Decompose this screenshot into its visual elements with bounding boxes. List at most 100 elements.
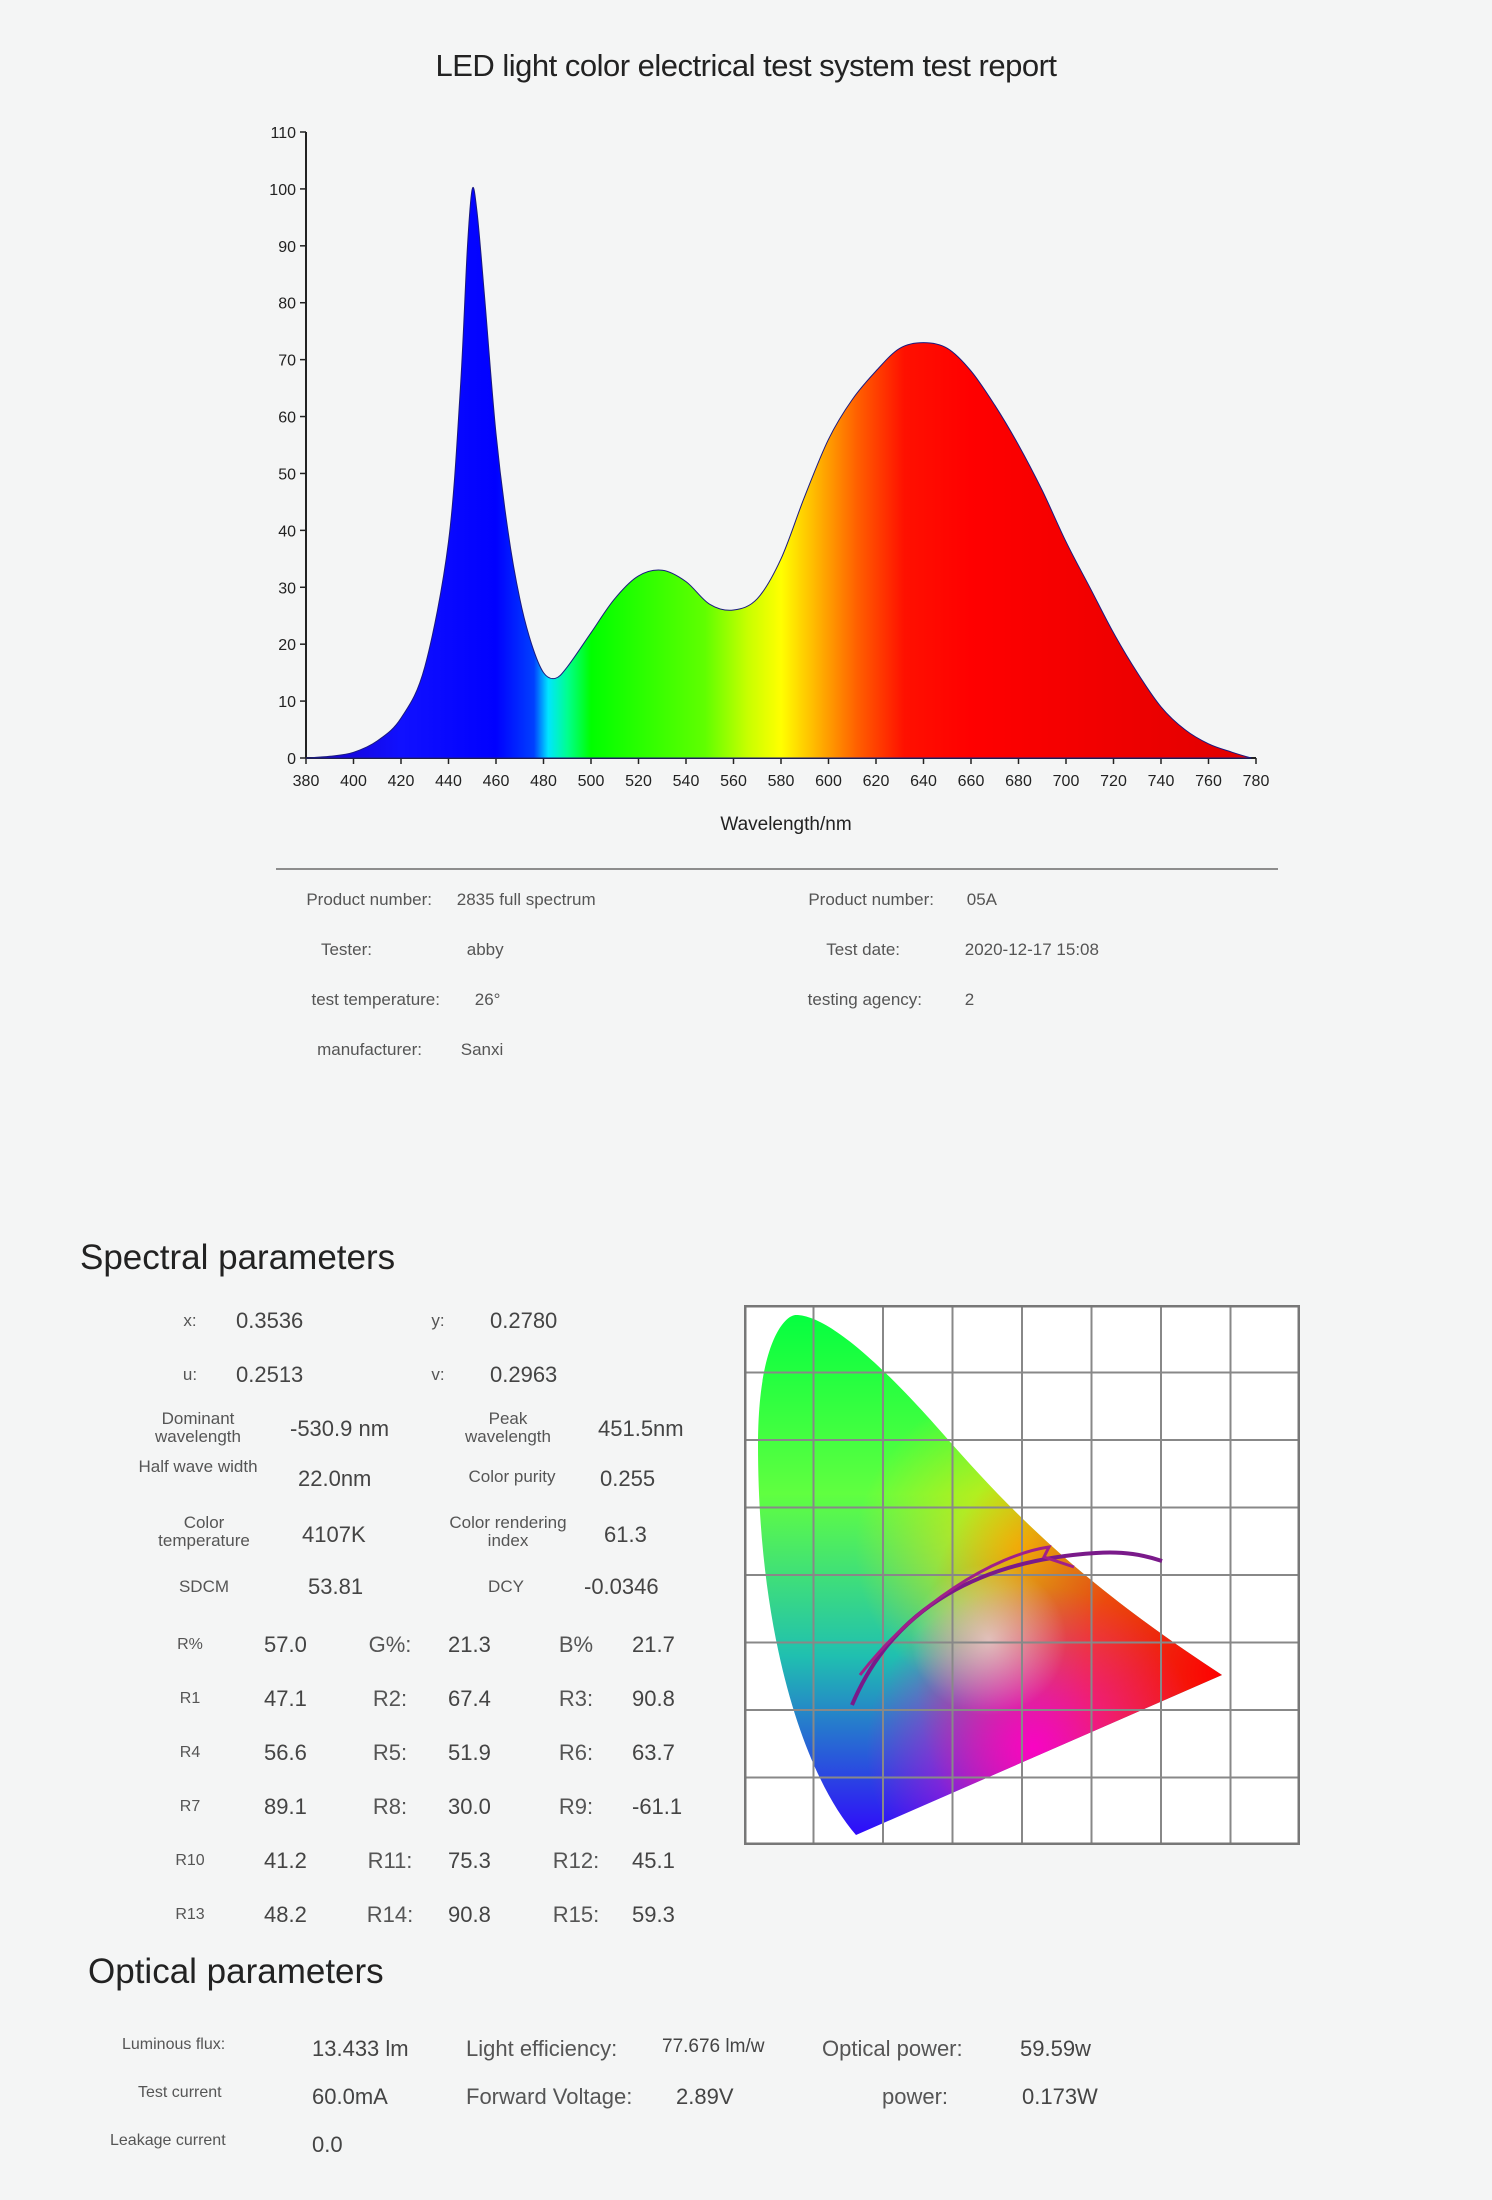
planckian-locus-line xyxy=(850,1550,1163,1706)
y-tick-label: 100 xyxy=(269,182,296,199)
r-value: 90.8 xyxy=(632,1686,675,1711)
y-tick-label: 60 xyxy=(278,410,296,427)
x-tick-label: 600 xyxy=(815,773,842,790)
spectral-label: x: xyxy=(183,1311,197,1330)
spectral-label: y: xyxy=(431,1311,445,1330)
info-label: Test date: xyxy=(826,940,900,959)
r-value-label: R12: xyxy=(552,1848,600,1873)
y-tick-label: 0 xyxy=(287,751,296,768)
r-value: 63.7 xyxy=(632,1740,675,1765)
info-test-date: Test date: 2020-12-17 15:08 xyxy=(740,940,1099,960)
info-label: test temperature: xyxy=(311,990,440,1009)
spectral-value: 0.3536 xyxy=(236,1308,304,1333)
info-test-temperature: test temperature: 26° xyxy=(280,990,500,1010)
r-value: 45.1 xyxy=(632,1848,675,1873)
optical-value: 0.0 xyxy=(312,2132,343,2157)
y-tick-label: 40 xyxy=(278,523,296,540)
spectral-label: u: xyxy=(182,1365,198,1384)
info-value: Sanxi xyxy=(460,1040,504,1059)
r-value: 90.8 xyxy=(448,1902,491,1927)
x-tick-label: 540 xyxy=(673,773,700,790)
spectral-label: SDCM xyxy=(178,1577,230,1596)
r-value-label: R9: xyxy=(558,1794,594,1819)
y-tick-label: 30 xyxy=(278,580,296,597)
x-tick-label: 420 xyxy=(388,773,415,790)
x-tick-label: 560 xyxy=(720,773,747,790)
r-value-label: R% xyxy=(177,1636,203,1653)
r-value: 48.2 xyxy=(264,1902,307,1927)
report-title: LED light color electrical test system t… xyxy=(435,48,1057,83)
y-tick-label: 10 xyxy=(278,694,296,711)
r-value: 89.1 xyxy=(264,1794,307,1819)
info-value: 2020-12-17 15:08 xyxy=(964,940,1099,959)
divider xyxy=(276,868,1278,870)
optical-parameters-title: Optical parameters xyxy=(88,1952,384,1991)
spectral-value: -530.9 nm xyxy=(290,1416,390,1441)
x-tick-label: 480 xyxy=(530,773,557,790)
optical-label: Light efficiency: xyxy=(466,2036,618,2061)
info-value: 2 xyxy=(964,990,975,1009)
x-tick-label: 400 xyxy=(340,773,367,790)
cie-locus-marker xyxy=(858,1545,1075,1676)
x-tick-label: 720 xyxy=(1100,773,1127,790)
x-tick-label: 580 xyxy=(768,773,795,790)
spectral-label: Color rendering index xyxy=(449,1513,567,1550)
spectral-label: Color purity xyxy=(468,1467,556,1486)
x-tick-label: 640 xyxy=(910,773,937,790)
x-tick-label: 740 xyxy=(1148,773,1175,790)
spectral-label: DCY xyxy=(488,1577,524,1596)
r-value-label: R3: xyxy=(558,1686,594,1711)
x-tick-label: 380 xyxy=(293,773,320,790)
spectral-label: Peak wavelength xyxy=(464,1409,551,1446)
optical-label: Leakage current xyxy=(110,2132,226,2149)
r-value-label: G%: xyxy=(368,1632,412,1657)
optical-label: Optical power: xyxy=(822,2036,963,2061)
r-value: 30.0 xyxy=(448,1794,491,1819)
info-label: manufacturer: xyxy=(317,1040,422,1059)
spectral-label: v: xyxy=(431,1365,445,1384)
r-value-label: R4 xyxy=(179,1744,201,1761)
spectrum-chart: 0 10 20 30 40 50 60 70 80 90 100 110 380 400 420 440 460… xyxy=(269,125,1269,835)
info-product-number: Product number: 2835 full spectrum xyxy=(272,890,595,910)
info-label: testing agency: xyxy=(807,990,922,1009)
spectral-value: -0.0346 xyxy=(584,1574,659,1599)
r-value-label: R6: xyxy=(558,1740,594,1765)
optical-label: power: xyxy=(882,2084,949,2109)
info-testing-agency: testing agency: 2 xyxy=(762,990,975,1010)
info-value: 05A xyxy=(966,890,997,909)
optical-value: 60.0mA xyxy=(312,2084,388,2109)
r-value: 41.2 xyxy=(264,1848,307,1873)
spectrum-curve xyxy=(305,187,1252,759)
r-value: -61.1 xyxy=(632,1794,683,1819)
r-value-label: R8: xyxy=(372,1794,408,1819)
x-tick-label: 520 xyxy=(625,773,652,790)
r-value-label: R7 xyxy=(179,1798,201,1815)
y-tick-label: 110 xyxy=(270,125,296,142)
y-tick-label: 80 xyxy=(278,296,296,313)
r-value-label: R1 xyxy=(179,1690,201,1707)
spectral-value: 0.255 xyxy=(600,1466,656,1491)
info-tester: Tester: abby xyxy=(212,940,504,960)
spectral-value: 0.2780 xyxy=(490,1308,558,1333)
info-product-number-2: Product number: 05A xyxy=(774,890,997,910)
optical-label: Test current xyxy=(138,2084,222,2101)
optical-label: Forward Voltage: xyxy=(466,2084,633,2109)
info-value: 26° xyxy=(474,990,501,1009)
optical-value: 0.173W xyxy=(1022,2084,1098,2109)
x-tick-label: 500 xyxy=(578,773,605,790)
x-tick-label: 660 xyxy=(958,773,985,790)
optical-value: 77.676 lm/w xyxy=(662,2036,765,2057)
cie-grid xyxy=(744,1305,1300,1845)
r-value: 56.6 xyxy=(264,1740,307,1765)
spectral-parameters-title: Spectral parameters xyxy=(80,1238,396,1277)
spectral-value: 0.2513 xyxy=(236,1362,304,1387)
y-tick-label: 90 xyxy=(278,239,296,256)
r-value: 59.3 xyxy=(632,1902,675,1927)
r-value: 67.4 xyxy=(448,1686,491,1711)
info-label: Product number: xyxy=(306,890,432,909)
r-value-label: R13 xyxy=(175,1906,205,1923)
x-axis-label: Wavelength/nm xyxy=(720,814,851,835)
optical-value: 13.433 lm xyxy=(312,2036,409,2061)
spectral-value: 451.5nm xyxy=(598,1416,684,1441)
x-tick-label: 460 xyxy=(483,773,510,790)
